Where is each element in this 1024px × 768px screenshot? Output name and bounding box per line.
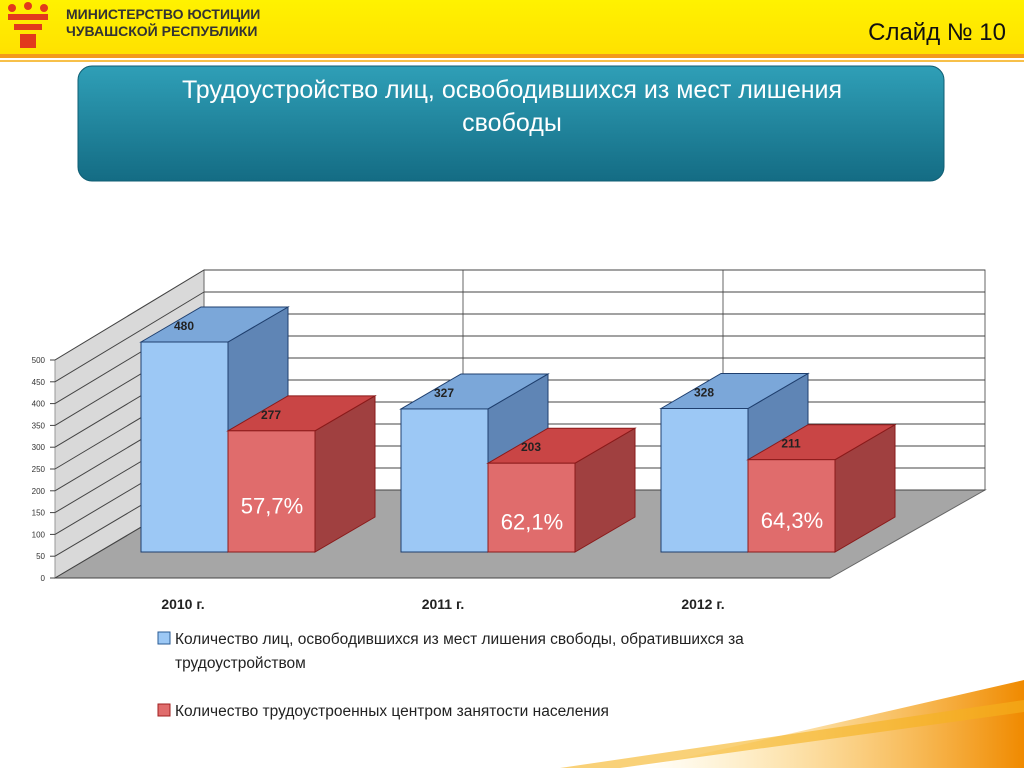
bar [400, 408, 489, 553]
header-line [0, 54, 1024, 58]
y-tick-label: 400 [32, 400, 46, 409]
data-label: 211 [781, 437, 801, 451]
y-tick-label: 100 [32, 530, 46, 539]
y-tick-label: 350 [32, 421, 46, 430]
legend-label: Количество лиц, освободившихся из мест л… [175, 631, 744, 672]
swoosh [560, 700, 1024, 768]
data-label: 480 [174, 319, 194, 333]
bar [140, 341, 229, 553]
y-tick-label: 450 [32, 378, 46, 387]
data-label: 328 [694, 386, 714, 400]
bar [487, 462, 576, 553]
data-label: 203 [521, 440, 541, 454]
header-band [0, 0, 1024, 58]
emblem [8, 2, 48, 48]
x-tick-label: 2010 г. [161, 596, 204, 612]
annotation: 57,7% [241, 493, 303, 518]
y-tick-label: 0 [41, 574, 46, 583]
y-tick-label: 200 [32, 487, 46, 496]
grid-line [54, 269, 205, 361]
legend-swatch [157, 703, 171, 717]
annotation: 64,3% [761, 508, 823, 533]
legend-label: Количество трудоустроенных центром занят… [175, 703, 609, 720]
legend-swatch [157, 631, 171, 645]
chart-title: Трудоустройство лиц, освободившихся из м… [181, 76, 843, 137]
data-label: 327 [434, 386, 454, 400]
y-tick-label: 500 [32, 356, 46, 365]
y-tick-label: 300 [32, 443, 46, 452]
title-box [77, 65, 945, 182]
y-tick-label: 150 [32, 509, 46, 518]
y-tick-label: 50 [36, 552, 45, 561]
y-tick-label: 250 [32, 465, 46, 474]
annotation: 62,1% [501, 510, 563, 535]
bar [227, 430, 316, 553]
x-tick-label: 2011 г. [422, 596, 465, 612]
data-label: 277 [261, 408, 281, 422]
x-tick-label: 2012 г. [681, 596, 724, 612]
bar [660, 408, 749, 553]
ministry: ЧУВАШСКОЙ РЕСПУБЛИКИ [66, 22, 257, 39]
ministry: МИНИСТЕРСТВО ЮСТИЦИИ [66, 6, 260, 22]
bar [747, 459, 836, 553]
header-line [0, 60, 1024, 62]
slide-number: Слайд № 10 [868, 19, 1006, 46]
grid-line [54, 291, 205, 383]
